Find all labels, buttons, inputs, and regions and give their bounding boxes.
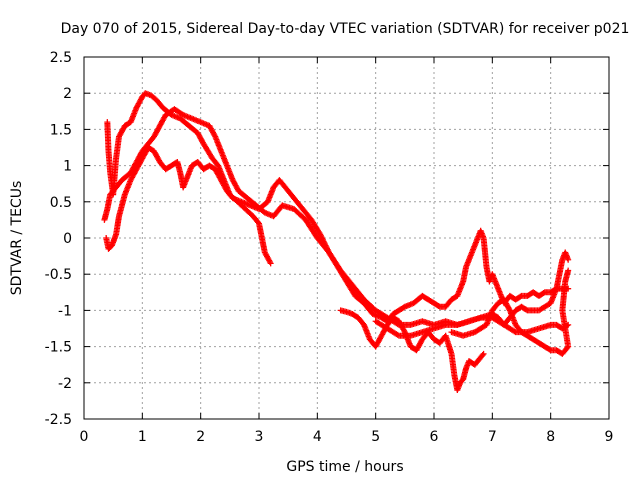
data-point: [565, 256, 572, 263]
x-tick-label: 4: [313, 429, 322, 445]
data-points: [101, 90, 572, 394]
x-tick-label: 6: [430, 429, 439, 445]
y-tick-label: -1: [58, 303, 72, 319]
y-tick-label: 1.5: [50, 122, 72, 138]
x-tick-label: 5: [371, 429, 380, 445]
axis-ticks: 0 1 2 3 4 5 6 7 8 9 -2.5 -2 -1.5 -1 -0.5 0 0.5 1 1.5 2 2.5: [45, 50, 614, 445]
grid-lines: [84, 57, 609, 419]
x-tick-label: 2: [196, 429, 205, 445]
data-point: [511, 328, 518, 335]
y-tick-label: -2: [58, 376, 72, 392]
y-tick-label: 0.5: [50, 195, 72, 211]
y-tick-label: 2: [63, 86, 72, 102]
x-tick-label: 9: [605, 429, 614, 445]
x-tick-label: 8: [546, 429, 555, 445]
y-axis-label: SDTVAR / TECUs: [9, 181, 25, 296]
series-track-f: [448, 267, 572, 357]
y-tick-label: 1: [63, 159, 72, 175]
x-tick-label: 7: [488, 429, 497, 445]
x-tick-label: 3: [255, 429, 264, 445]
data-point: [267, 260, 274, 267]
y-tick-label: 0: [63, 231, 72, 247]
series-track-d: [337, 307, 487, 394]
data-point: [394, 331, 401, 338]
data-point: [255, 219, 262, 226]
x-axis-label: GPS time / hours: [286, 459, 403, 475]
data-point: [479, 352, 486, 359]
series-track-e: [372, 249, 572, 339]
data-point: [480, 350, 487, 357]
y-tick-label: -0.5: [45, 267, 72, 283]
plot-frame: [83, 56, 610, 420]
series-track-c: [103, 144, 572, 325]
series-track-a: [104, 90, 274, 267]
x-tick-label: 0: [80, 429, 89, 445]
x-tick-label: 1: [138, 429, 147, 445]
chart-title: Day 070 of 2015, Sidereal Day-to-day VTE…: [61, 21, 630, 37]
data-point: [565, 267, 572, 274]
y-tick-label: 2.5: [50, 50, 72, 66]
y-tick-label: -2.5: [45, 412, 72, 428]
y-tick-label: -1.5: [45, 340, 72, 356]
